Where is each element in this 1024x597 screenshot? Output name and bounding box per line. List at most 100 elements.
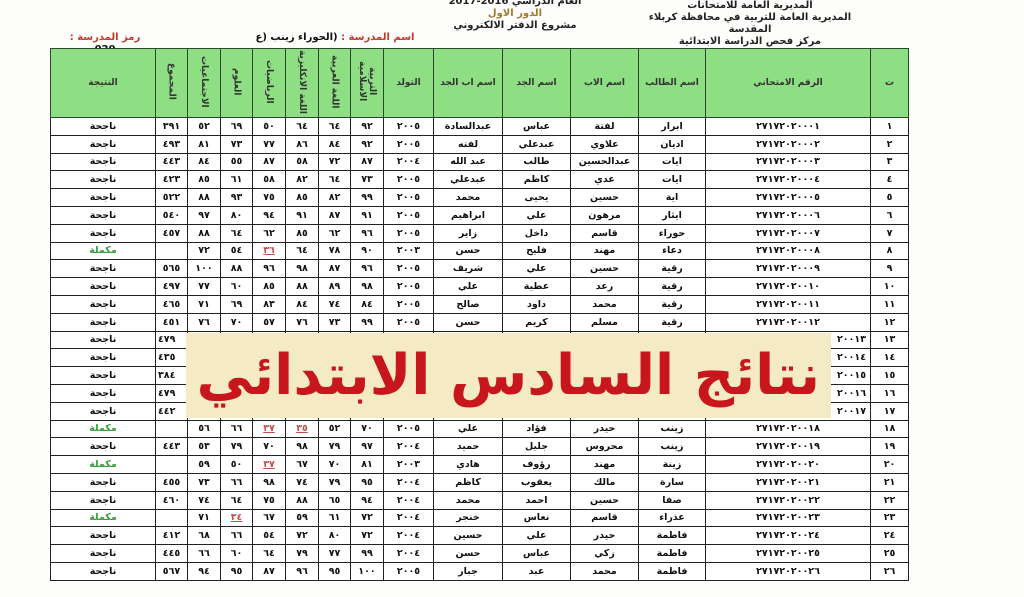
table-cell: ٨٧ (252, 152, 286, 172)
table-cell: رقية (638, 312, 706, 332)
table-cell: مكملة (50, 508, 156, 528)
table-cell: ٩٩ (350, 188, 384, 207)
table-cell (155, 419, 188, 439)
table-cell: حسن (433, 312, 503, 332)
table-cell: ٢٠٠٤ (383, 152, 434, 172)
table-cell: ناجحة (50, 330, 156, 350)
table-cell: ٢٠٠٤ (383, 472, 434, 492)
table-cell: ٤٦٠ (155, 490, 188, 510)
table-cell: ٢٧١٧٢٠٢٠٠٢١ (705, 472, 871, 492)
table-cell: لفتة (570, 117, 639, 136)
table-cell: مهند (570, 241, 639, 261)
table-cell: ٨٦ (285, 134, 319, 154)
table-cell: ناجحة (50, 526, 156, 546)
table-cell: حسين (570, 259, 639, 279)
table-cell: ناجحة (50, 259, 156, 279)
table-cell: عبدالسادة (433, 117, 503, 136)
table-cell: ١٠ (870, 277, 909, 296)
table-cell: ٧٤ (285, 472, 319, 492)
table-cell: ٣٩١ (155, 117, 188, 136)
table-cell: حسين (570, 188, 639, 207)
table-cell: ٢٠٠٥ (383, 223, 434, 243)
table-cell: ٧٥ (252, 188, 286, 207)
table-cell: ٦٤ (285, 117, 319, 136)
table-cell: ٢٠٠٥ (383, 294, 434, 314)
table-cell: ٧٧ (187, 277, 221, 296)
table-cell: ناجحة (50, 401, 156, 421)
table-cell: داخل (502, 223, 571, 243)
table-cell: ٦٢ (318, 223, 351, 243)
table-cell: ٢٠٠٤ (383, 508, 434, 528)
table-cell: ٧١ (187, 294, 221, 314)
table-cell: ٢٠٠٣ (383, 241, 434, 261)
column-header: اسم اب الجد (433, 48, 503, 118)
table-cell: فؤاد (502, 419, 571, 439)
table-cell: رؤوف (502, 455, 571, 474)
table-cell: ٧٢ (187, 241, 221, 261)
table-cell: صالح (433, 294, 503, 314)
table-cell: ٩٧ (350, 437, 384, 457)
table-cell: ٨٨ (285, 490, 319, 510)
table-cell: ٨٠ (318, 526, 351, 546)
table-row: ١ ٢٧١٧٢٠٢٠٠٠١ ابرار لفتة عباس عبدالسادة ٢٠٠٥ ٩٢… (50, 117, 909, 136)
table-cell: ٢٤ (870, 526, 909, 546)
table-cell: ٥٩ (187, 455, 221, 474)
table-cell: يحيى (502, 188, 571, 207)
column-header-label: النتيجة (88, 78, 118, 88)
table-cell: ٧٩ (318, 437, 351, 457)
table-cell: عبد الله (433, 152, 503, 172)
column-header: الاجتماعيات (187, 48, 221, 118)
table-row: ٣ ٢٧١٧٢٠٢٠٠٠٣ ايات عبدالحسين طالب عبد الله ٢٠٠… (50, 152, 909, 172)
table-cell: محمد (570, 561, 639, 581)
table-cell: ٩٨ (285, 259, 319, 279)
table-cell: ٦٠ (220, 544, 253, 563)
table-cell: يعقوب (502, 472, 571, 492)
table-cell: ٩٢ (350, 117, 384, 136)
table-cell: ٢٧١٧٢٠٢٠٠٢٦ (705, 561, 871, 581)
table-cell: محمد (433, 490, 503, 510)
table-row: ٧ ٢٧١٧٢٠٢٠٠٠٧ حوراء قاسم داخل زاير ٢٠٠٥ ٩٦ ٦٢ ٨٥ ٦… (50, 223, 909, 243)
table-cell: علاوي (570, 134, 639, 154)
table-cell: ٦٦ (187, 544, 221, 563)
table-row: ٩ ٢٧١٧٢٠٢٠٠٠٩ رقية حسين علي شريف ٢٠٠٥ ٩٦ ٨٧ ٩٨ ٩٦ ٨… (50, 259, 909, 279)
table-cell: ١٨ (870, 419, 909, 439)
table-row: ٥ ٢٧١٧٢٠٢٠٠٠٥ اية حسين يحيى محمد ٢٠٠٥ ٩٩ ٨٢ ٨٥ ٧٥ ٩… (50, 188, 909, 207)
table-cell: ٢٠٠٥ (383, 419, 434, 439)
table-cell: ٦٦ (220, 419, 253, 439)
table-row: ٢٤ ٢٧١٧٢٠٢٠٠٢٤ فاطمة حيدر علي حسين ٢٠٠٤ ٧٢ ٨٠ ٧٢ ٥… (50, 526, 909, 546)
table-cell: ١٩ (870, 437, 909, 457)
table-cell: ٧٢ (318, 152, 351, 172)
table-cell: ٦٧ (252, 508, 286, 528)
table-cell: ٢٧١٧٢٠٢٠٠٠٧ (705, 223, 871, 243)
table-cell: ٦٩ (220, 294, 253, 314)
column-header: العلوم (220, 48, 253, 118)
table-cell: ٩٦ (350, 259, 384, 279)
table-cell: زينة (638, 455, 706, 474)
table-cell: ٦١ (220, 170, 253, 190)
table-cell: مسلم (570, 312, 639, 332)
table-cell: ٨٥ (252, 277, 286, 296)
school-name: اسم المدرسة : (الحوراء زينب (ع (250, 32, 420, 44)
table-cell: ناجحة (50, 383, 156, 403)
table-row: ١٢ ٢٧١٧٢٠٢٠٠١٢ رقية مسلم كريم حسن ٢٠٠٥ ٩٩ ٧٣ ٧٦ ٥٧… (50, 312, 909, 332)
table-row: ٢٢ ٢٧١٧٢٠٢٠٠٢٢ صفا حسين احمد محمد ٢٠٠٤ ٩٤ ٦٥ ٨٨ ٧٥… (50, 490, 909, 510)
table-cell: ٤٤٢ (155, 401, 188, 421)
table-cell: ٣٨٤ (155, 366, 188, 385)
table-cell: ابراهيم (433, 205, 503, 225)
table-cell: احمد (502, 490, 571, 510)
table-cell: ٩٨ (285, 437, 319, 457)
table-cell: ٢٧١٧٢٠٢٠٠٠٩ (705, 259, 871, 279)
table-cell: علي (502, 205, 571, 225)
table-cell: ٤ (870, 170, 909, 190)
table-cell: ٢٧١٧٢٠٢٠٠٢٤ (705, 526, 871, 546)
table-cell: ٧٩ (285, 544, 319, 563)
table-row: ١٨ ٢٧١٧٢٠٢٠٠١٨ زينب حيدر فؤاد علي ٢٠٠٥ ٧٠ ٥٢ ٣٥ ٣٧… (50, 419, 909, 439)
table-cell: عباس (502, 117, 571, 136)
table-cell: ٥٢ (187, 117, 221, 136)
table-cell: ٩١ (350, 205, 384, 225)
table-cell: ٨٥ (187, 170, 221, 190)
table-cell: زكي (570, 544, 639, 563)
directorate-header: المديرية العامة للامتحانات المديرية العا… (640, 0, 860, 48)
table-cell: ٤٤٥ (155, 544, 188, 563)
table-cell: رعد (570, 277, 639, 296)
